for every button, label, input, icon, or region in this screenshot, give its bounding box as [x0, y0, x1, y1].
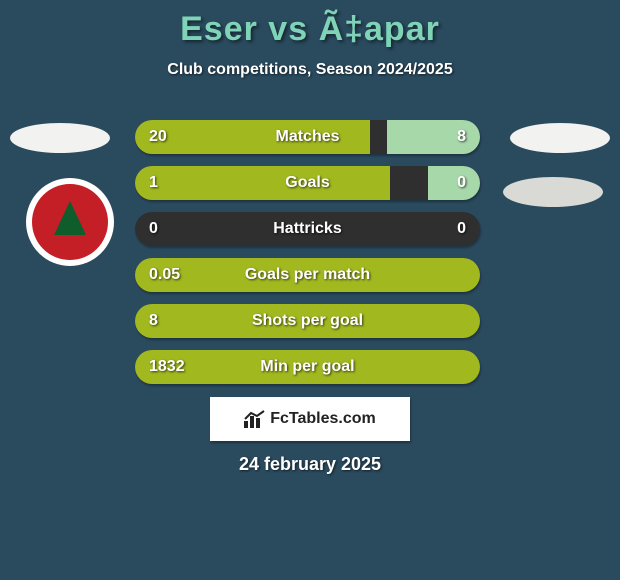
branding-badge: FcTables.com [210, 397, 410, 441]
tree-icon [54, 201, 86, 235]
date-label: 24 february 2025 [0, 454, 620, 475]
stat-row: 0Hattricks0 [135, 212, 480, 246]
stat-label: Hattricks [135, 212, 480, 246]
stat-value-right: 0 [457, 212, 466, 246]
stat-row: 0.05Goals per match [135, 258, 480, 292]
stat-row: 1832Min per goal [135, 350, 480, 384]
stat-value-right: 0 [457, 166, 466, 200]
player-right-placeholder [510, 123, 610, 153]
stat-value-right: 8 [457, 120, 466, 154]
stat-label: Goals per match [135, 258, 480, 292]
stat-row: 8Shots per goal [135, 304, 480, 338]
player-left-placeholder [10, 123, 110, 153]
stat-label: Min per goal [135, 350, 480, 384]
stat-row: 20Matches8 [135, 120, 480, 154]
stat-label: Matches [135, 120, 480, 154]
subtitle: Club competitions, Season 2024/2025 [0, 61, 620, 79]
club-right-placeholder [503, 177, 603, 207]
chart-icon [244, 410, 266, 428]
page-title: Eser vs Ã‡apar [0, 0, 620, 49]
club-left-logo [26, 178, 114, 266]
stat-label: Goals [135, 166, 480, 200]
stats-rows: 20Matches81Goals00Hattricks00.05Goals pe… [135, 120, 480, 396]
stat-row: 1Goals0 [135, 166, 480, 200]
stat-label: Shots per goal [135, 304, 480, 338]
branding-text: FcTables.com [270, 410, 376, 428]
club-badge-inner [32, 184, 108, 260]
